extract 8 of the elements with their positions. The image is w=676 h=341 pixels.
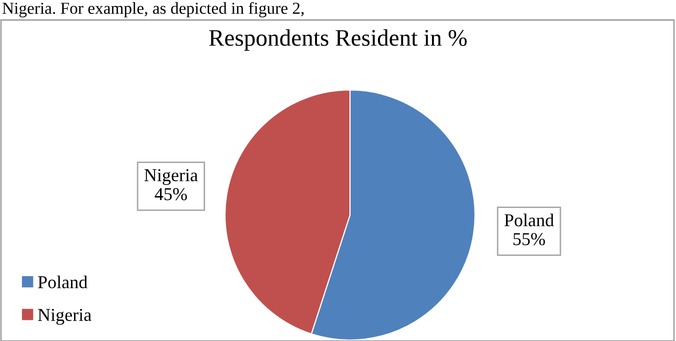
data-label: 45% <box>154 188 187 200</box>
data-label: 55% <box>514 233 545 246</box>
legend-label: Nigeria <box>38 308 92 325</box>
legend-label: Poland <box>38 276 88 288</box>
text: Nigeria. For example, as depicted in figure 2, <box>2 2 304 18</box>
chart-title: Respondents Resident in % <box>209 29 467 51</box>
slice-label: Nigeria <box>144 169 198 186</box>
slice-label: Poland <box>504 214 554 226</box>
